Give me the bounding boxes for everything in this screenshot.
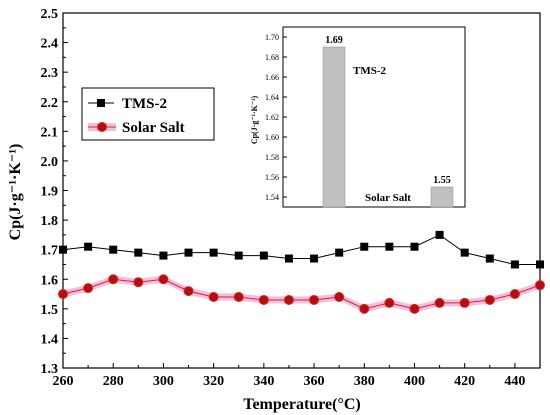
x-tick-label: 400: [404, 374, 425, 389]
inset-frame: [282, 26, 466, 208]
tms2-point: [485, 254, 494, 263]
tms2-point: [259, 251, 268, 260]
solar-salt-error-band: [63, 275, 540, 313]
tms2-point: [510, 260, 519, 269]
y-tick-label: 1.7: [41, 244, 59, 259]
solar-salt-point: [233, 292, 244, 302]
solar-salt-point: [309, 294, 320, 305]
x-tick-label: 260: [53, 374, 74, 389]
solar-salt-point: [334, 292, 345, 302]
inset-category-label: Solar Salt: [365, 192, 411, 204]
solar-salt-point: [484, 294, 495, 305]
inset-y-tick-label: 1.66: [265, 73, 279, 82]
inset-y-tick-label: 1.64: [265, 93, 279, 102]
inset-bar: [322, 46, 346, 208]
x-tick-label: 340: [253, 374, 274, 389]
y-tick-label: 1.8: [41, 214, 59, 229]
solar-salt-point: [158, 274, 169, 285]
inset-y-tick-label: 1.56: [265, 173, 279, 182]
solar-salt-point: [434, 297, 445, 308]
inset-y-tick-label: 1.70: [265, 33, 279, 42]
inset-y-tick-label: 1.58: [265, 153, 279, 162]
inset-y-tick-label: 1.60: [265, 133, 279, 142]
solar-salt-point: [58, 289, 68, 300]
x-tick-label: 360: [304, 374, 325, 389]
solar-salt-point: [133, 277, 144, 288]
x-tick-label: 300: [153, 374, 174, 389]
y-tick-label: 2.1: [41, 125, 59, 140]
y-axis-title: Cp(J·g⁻¹·K⁻¹): [7, 144, 24, 241]
y-tick-label: 2.2: [41, 96, 59, 111]
solar-salt-point: [258, 294, 269, 305]
tms2-point: [134, 248, 143, 257]
legend-marker-tms2: [97, 99, 105, 107]
tms2-point: [435, 230, 444, 239]
tms2-point: [159, 251, 168, 260]
x-tick-label: 280: [103, 374, 124, 389]
tms2-point: [536, 260, 544, 269]
tms2-point: [109, 245, 118, 254]
tms2-point: [184, 248, 193, 257]
tms2-point: [410, 242, 419, 251]
solar-salt-point: [183, 286, 194, 297]
y-tick-label: 2.4: [41, 37, 59, 52]
y-tick-label: 1.3: [41, 362, 59, 377]
x-tick-label: 320: [203, 374, 224, 389]
y-tick-label: 2.5: [41, 7, 59, 22]
y-tick-label: 1.4: [41, 332, 59, 347]
tms2-point: [310, 254, 319, 263]
inset-y-axis-title: Cp(J·g⁻¹·K⁻¹): [250, 95, 259, 144]
solar-salt-point: [459, 297, 470, 308]
solar-salt-point: [83, 283, 94, 294]
x-axis-title: Temperature(°C): [243, 396, 360, 413]
x-tick-label: 380: [354, 374, 375, 389]
x-tick-label: 420: [454, 374, 475, 389]
solar-salt-point: [359, 303, 370, 314]
legend-label-tms2: TMS-2: [122, 96, 167, 112]
tms2-point: [335, 248, 344, 257]
solar-salt-point: [208, 292, 219, 302]
y-tick-label: 1.9: [41, 185, 59, 200]
legend: TMS-2 Solar Salt: [81, 87, 215, 141]
inset-data-label: 1.55: [433, 175, 451, 186]
inset-y-tick-label: 1.68: [265, 53, 279, 62]
main-line-plot: 1.3 1.4 1.5 1.6 1.7 1.8 1.9 2.0 2.1 2.2 2.3 2.4 2.5 2…: [41, 7, 545, 389]
solar-salt-point: [283, 294, 294, 305]
solar-salt-point: [409, 303, 420, 314]
tms2-point: [84, 242, 93, 251]
solar-salt-point: [108, 274, 119, 285]
tms2-point: [385, 242, 394, 251]
solar-salt-point: [509, 289, 520, 300]
tms2-point: [234, 251, 243, 260]
y-tick-label: 1.6: [41, 273, 59, 288]
inset-data-label: 1.69: [325, 35, 343, 46]
tms2-point: [360, 242, 369, 251]
tms2-point: [59, 245, 67, 254]
solar-salt-point: [535, 280, 545, 291]
inset-category-label: TMS-2: [353, 65, 387, 77]
inset-y-tick-label: 1.54: [265, 193, 279, 202]
tms2-point: [209, 248, 218, 257]
y-tick-label: 2.3: [41, 66, 59, 81]
inset-y-tick-label: 1.62: [265, 113, 279, 122]
tms2-point: [284, 254, 293, 263]
x-tick-label: 440: [504, 374, 525, 389]
legend-label-solar-salt: Solar Salt: [122, 120, 185, 136]
y-tick-label: 1.5: [41, 303, 59, 318]
tms2-point: [460, 248, 469, 257]
solar-salt-point: [384, 297, 395, 308]
legend-marker-solar-salt: [97, 122, 107, 132]
tms2-line: [62, 234, 540, 265]
y-tick-label: 2.0: [41, 155, 59, 170]
inset-bar: [430, 186, 454, 208]
inset-bar-chart: 1.54 1.56 1.58 1.60 1.62 1.64 1.66 1.68 1.70 1.69…: [265, 26, 466, 208]
